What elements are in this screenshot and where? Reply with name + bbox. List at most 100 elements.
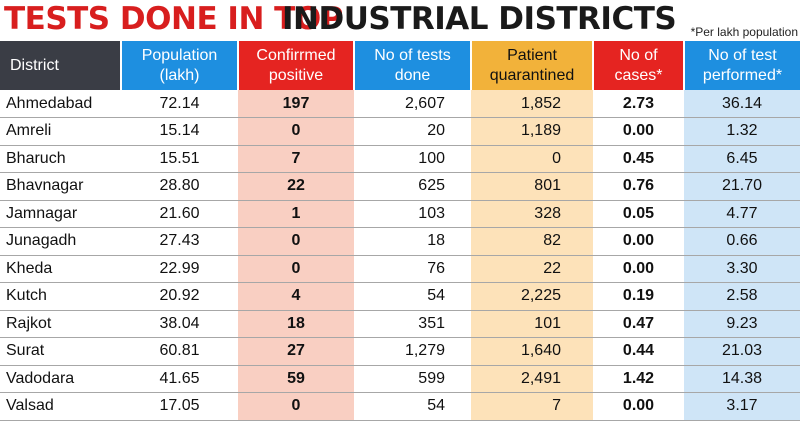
cell-district: Kheda: [0, 255, 121, 283]
cell-confirmed: 4: [238, 282, 354, 311]
cell-district: Jamnagar: [0, 200, 121, 228]
cell-population: 41.65: [121, 365, 238, 393]
cell-cases: 0.00: [593, 227, 684, 256]
cell-quarantined: 2,491: [471, 365, 593, 393]
cell-cases: 0.44: [593, 337, 684, 366]
title-bar: TESTS DONE IN TOP INDUSTRIAL DISTRICTS *…: [0, 0, 800, 42]
cell-quarantined: 801: [471, 172, 593, 201]
cell-district: Junagadh: [0, 227, 121, 256]
cell-population: 60.81: [121, 337, 238, 366]
cell-district: Amreli: [0, 117, 121, 146]
cell-population: 38.04: [121, 310, 238, 338]
cell-population: 22.99: [121, 255, 238, 283]
table-row: Jamnagar 21.60 1 103 328 0.05 4.77: [0, 200, 800, 228]
column-header-population: Population (lakh): [121, 41, 239, 90]
table-row: Surat 60.81 27 1,279 1,640 0.44 21.03: [0, 337, 800, 366]
cell-tests: 100: [354, 145, 471, 173]
cell-cases: 0.19: [593, 282, 684, 311]
cell-quarantined: 1,852: [471, 90, 593, 118]
cell-cases: 0.45: [593, 145, 684, 173]
cell-confirmed: 197: [238, 90, 354, 118]
title-main: INDUSTRIAL DISTRICTS: [282, 1, 677, 37]
cell-quarantined: 1,189: [471, 117, 593, 146]
cell-performed: 21.03: [684, 337, 800, 366]
cell-quarantined: 82: [471, 227, 593, 256]
column-header-district: District: [0, 41, 122, 90]
cell-tests: 20: [354, 117, 471, 146]
column-header-performed: No of test performed*: [684, 41, 800, 90]
cell-tests: 599: [354, 365, 471, 393]
cell-district: Ahmedabad: [0, 90, 121, 118]
cell-confirmed: 0: [238, 392, 354, 421]
cell-quarantined: 0: [471, 145, 593, 173]
table-row: Junagadh 27.43 0 18 82 0.00 0.66: [0, 227, 800, 256]
cell-quarantined: 101: [471, 310, 593, 338]
cell-tests: 54: [354, 282, 471, 311]
cell-district: Bharuch: [0, 145, 121, 173]
table-row: Bharuch 15.51 7 100 0 0.45 6.45: [0, 145, 800, 173]
table-row: Kutch 20.92 4 54 2,225 0.19 2.58: [0, 282, 800, 311]
table-row: Valsad 17.05 0 54 7 0.00 3.17: [0, 392, 800, 421]
cell-performed: 3.17: [684, 392, 800, 421]
cell-district: Kutch: [0, 282, 121, 311]
cell-quarantined: 328: [471, 200, 593, 228]
title-highlight: TESTS DONE IN TOP: [4, 1, 343, 37]
column-header-cases: No of cases*: [593, 41, 685, 90]
cell-district: Rajkot: [0, 310, 121, 338]
table-header: District Population (lakh) Confirrmed po…: [0, 41, 800, 90]
cell-cases: 0.05: [593, 200, 684, 228]
cell-population: 28.80: [121, 172, 238, 201]
cell-performed: 0.66: [684, 227, 800, 256]
footnote: *Per lakh population: [690, 25, 798, 39]
cell-performed: 2.58: [684, 282, 800, 311]
table-row: Vadodara 41.65 59 599 2,491 1.42 14.38: [0, 365, 800, 393]
cell-population: 15.51: [121, 145, 238, 173]
column-header-confirmed: Confirrmed positive: [238, 41, 355, 90]
cell-tests: 1,279: [354, 337, 471, 366]
cell-tests: 76: [354, 255, 471, 283]
cell-confirmed: 0: [238, 227, 354, 256]
cell-district: Vadodara: [0, 365, 121, 393]
cell-confirmed: 0: [238, 255, 354, 283]
cell-performed: 9.23: [684, 310, 800, 338]
table-body: Ahmedabad 72.14 197 2,607 1,852 2.73 36.14 Amre…: [0, 90, 800, 421]
cell-district: Surat: [0, 337, 121, 366]
table-row: Ahmedabad 72.14 197 2,607 1,852 2.73 36.14: [0, 90, 800, 118]
cell-performed: 14.38: [684, 365, 800, 393]
cell-district: Valsad: [0, 392, 121, 421]
column-header-quarantined: Patient quarantined: [471, 41, 594, 90]
cell-cases: 0.00: [593, 255, 684, 283]
cell-confirmed: 22: [238, 172, 354, 201]
cell-confirmed: 1: [238, 200, 354, 228]
cell-performed: 1.32: [684, 117, 800, 146]
cell-tests: 351: [354, 310, 471, 338]
cell-quarantined: 7: [471, 392, 593, 421]
cell-confirmed: 0: [238, 117, 354, 146]
cell-confirmed: 27: [238, 337, 354, 366]
cell-cases: 0.00: [593, 392, 684, 421]
header-row: District Population (lakh) Confirrmed po…: [0, 41, 800, 90]
cell-confirmed: 18: [238, 310, 354, 338]
cell-tests: 625: [354, 172, 471, 201]
cell-tests: 54: [354, 392, 471, 421]
cell-cases: 1.42: [593, 365, 684, 393]
districts-table: District Population (lakh) Confirrmed po…: [0, 41, 800, 421]
cell-quarantined: 1,640: [471, 337, 593, 366]
table-row: Rajkot 38.04 18 351 101 0.47 9.23: [0, 310, 800, 338]
cell-cases: 0.47: [593, 310, 684, 338]
cell-performed: 4.77: [684, 200, 800, 228]
cell-performed: 6.45: [684, 145, 800, 173]
cell-population: 21.60: [121, 200, 238, 228]
table-row: Kheda 22.99 0 76 22 0.00 3.30: [0, 255, 800, 283]
cell-tests: 18: [354, 227, 471, 256]
cell-population: 15.14: [121, 117, 238, 146]
cell-tests: 2,607: [354, 90, 471, 118]
cell-performed: 3.30: [684, 255, 800, 283]
cell-performed: 21.70: [684, 172, 800, 201]
cell-cases: 2.73: [593, 90, 684, 118]
table-row: Amreli 15.14 0 20 1,189 0.00 1.32: [0, 117, 800, 146]
cell-population: 20.92: [121, 282, 238, 311]
table-row: Bhavnagar 28.80 22 625 801 0.76 21.70: [0, 172, 800, 201]
cell-population: 17.05: [121, 392, 238, 421]
cell-district: Bhavnagar: [0, 172, 121, 201]
